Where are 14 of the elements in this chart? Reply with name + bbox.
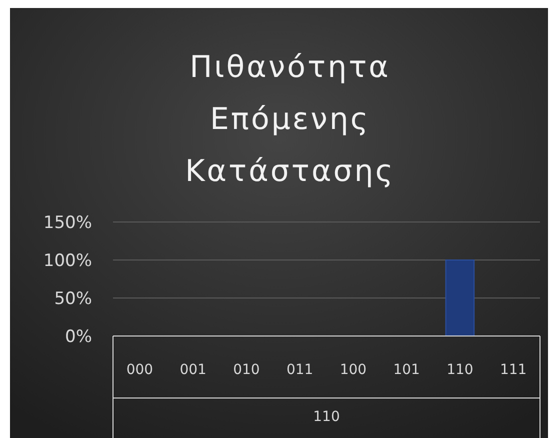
y-tick-label: 50%	[54, 288, 92, 309]
x-tick-label: 100	[340, 362, 367, 378]
y-tick-label: 100%	[43, 250, 92, 271]
x-tick-label: 001	[180, 362, 206, 378]
x-tick-label: 011	[286, 362, 314, 378]
x-tick-label: 000	[126, 362, 154, 378]
x-axis-title: 110	[313, 409, 340, 425]
x-tick-label: 010	[233, 362, 260, 378]
x-tick-label: 110	[446, 362, 474, 378]
x-tick-label: 101	[393, 362, 420, 378]
x-tick-label: 111	[500, 362, 527, 378]
y-tick-label: 0%	[65, 326, 92, 347]
y-tick-label: 150%	[43, 212, 92, 233]
chart-title: Πιθανότητα Επόμενης Κατάστασης	[185, 50, 395, 189]
